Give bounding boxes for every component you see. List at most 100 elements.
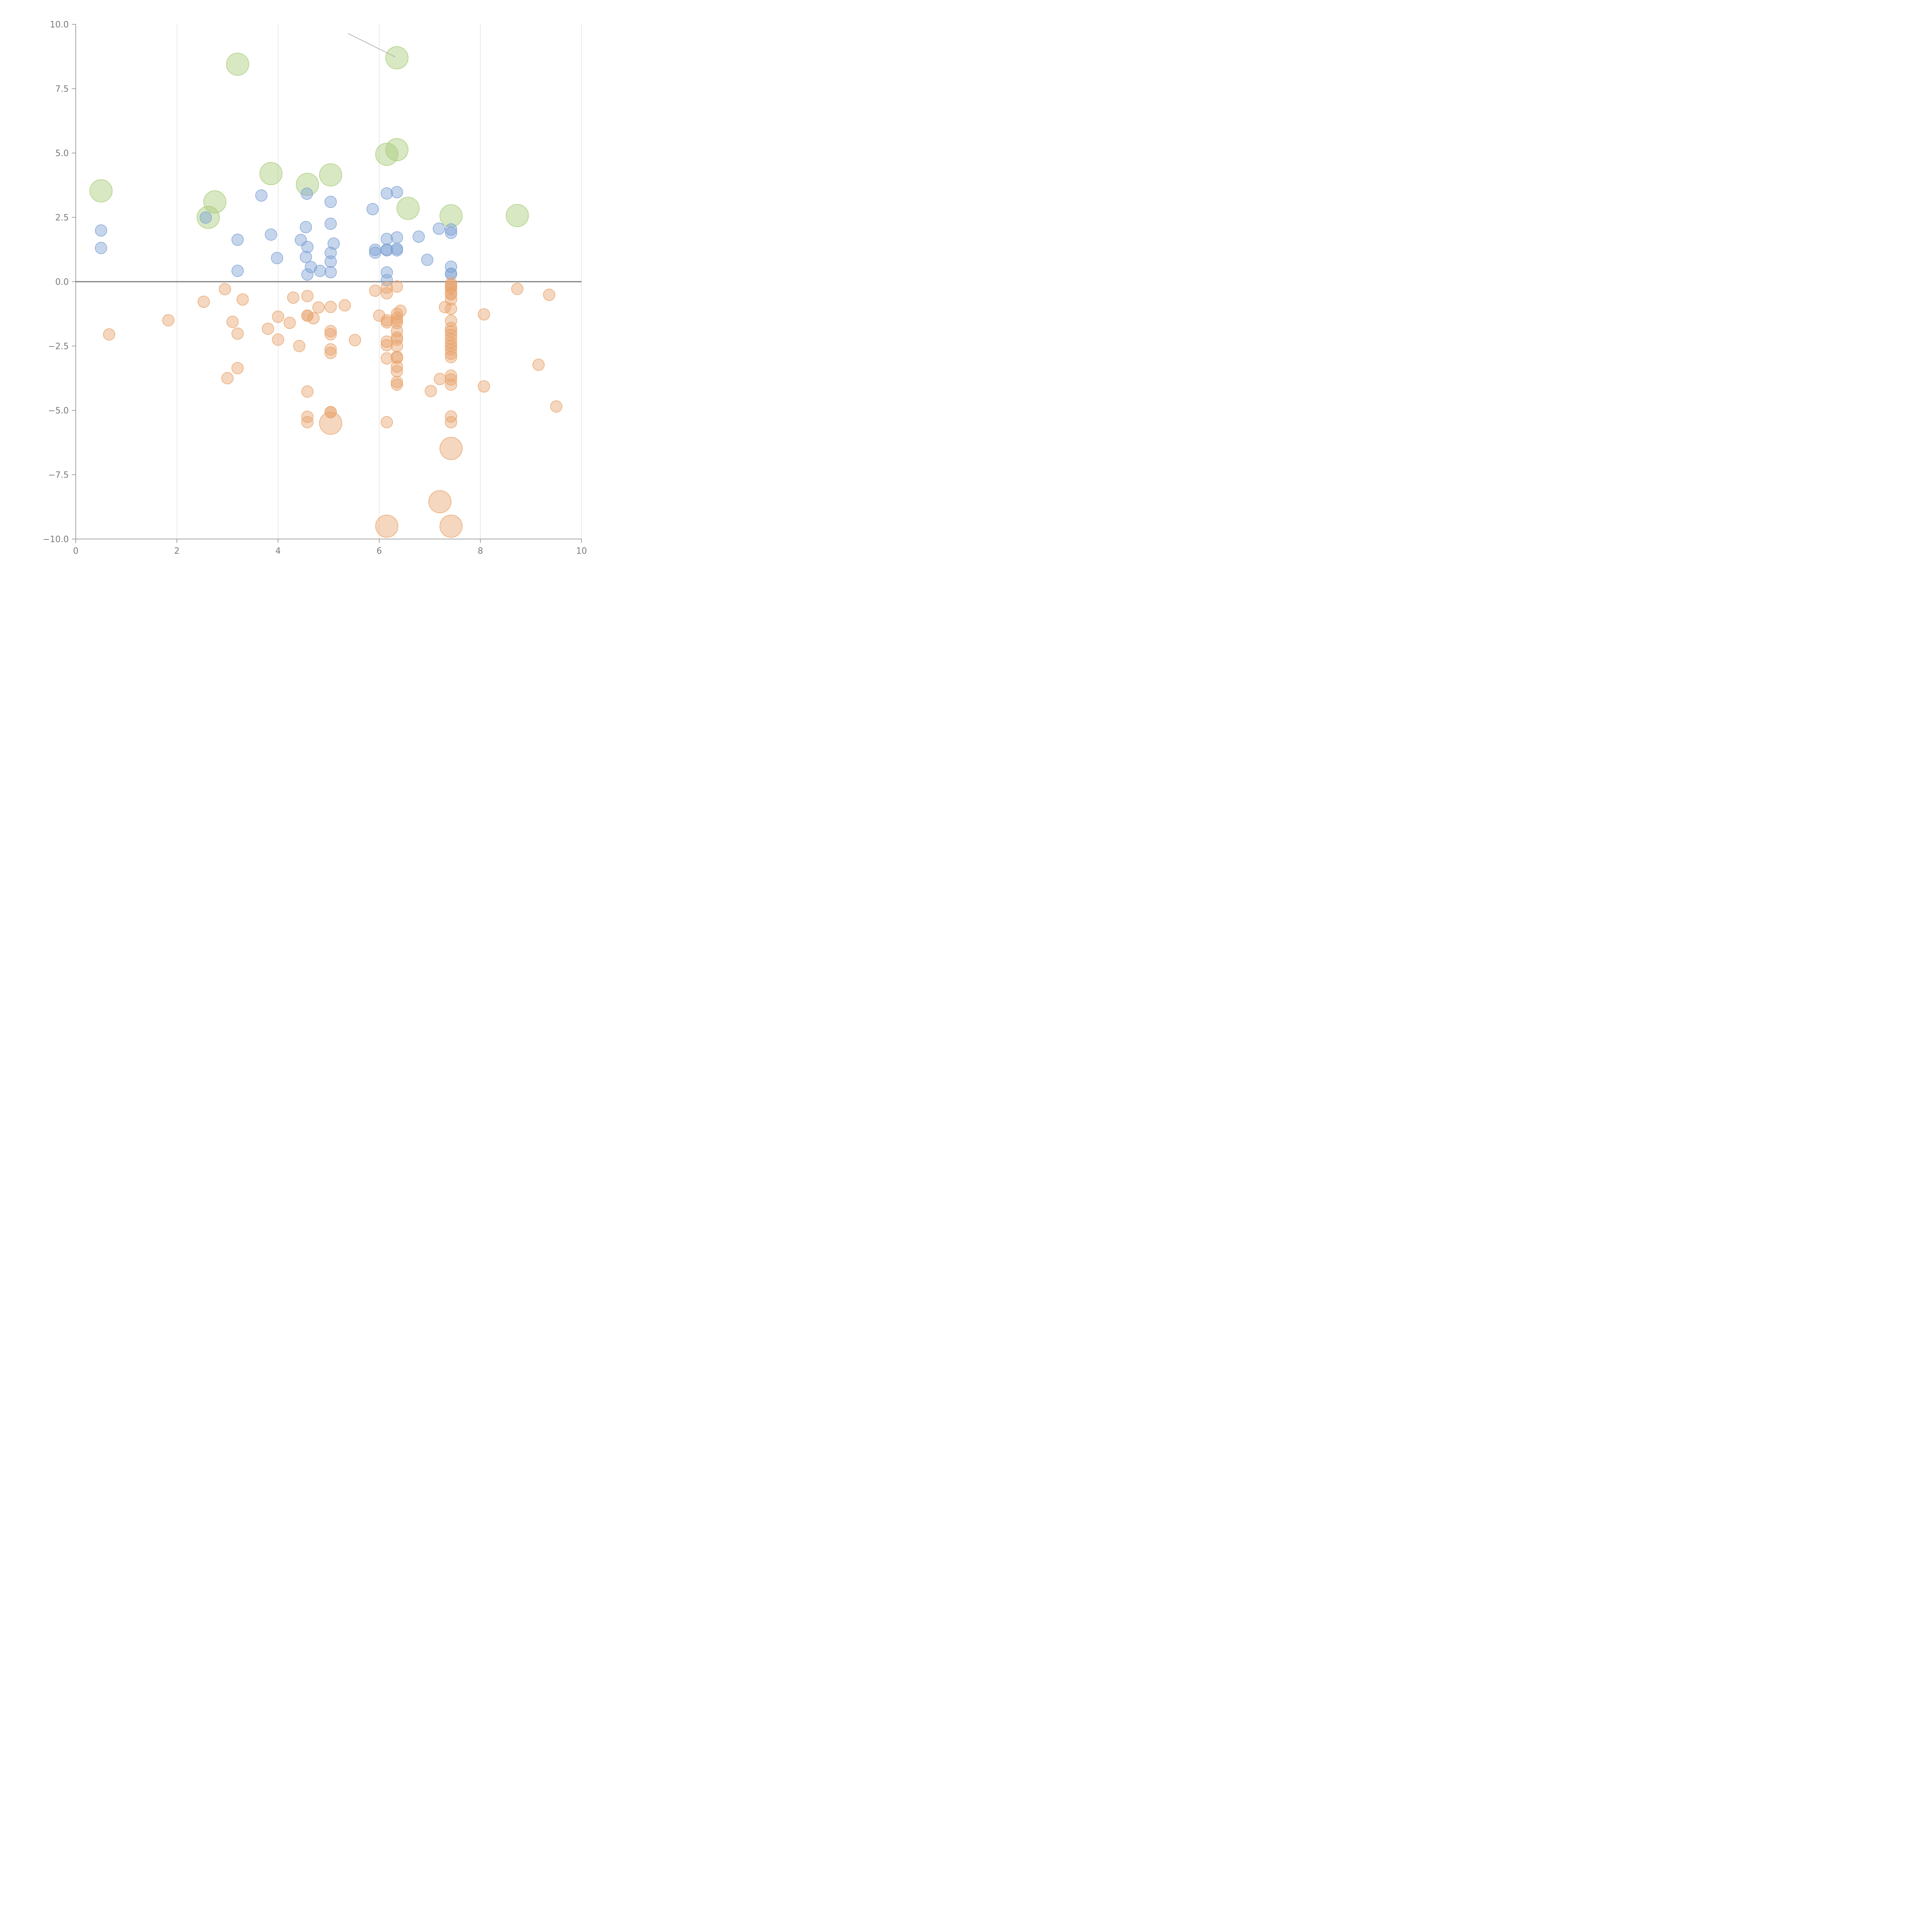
bubble-s1-p11 bbox=[301, 241, 314, 253]
y-tick-label: 7.5 bbox=[55, 85, 69, 94]
bubble-s0-p10 bbox=[396, 197, 420, 220]
bubble-s3-p4 bbox=[439, 514, 463, 538]
bubble-s1-p8 bbox=[294, 234, 307, 246]
data-points bbox=[89, 46, 563, 538]
bubble-s2-p41 bbox=[381, 416, 393, 429]
bubble-s2-p26 bbox=[324, 343, 337, 355]
bubble-s2-p80 bbox=[445, 373, 457, 386]
x-tick-label: 8 bbox=[478, 546, 483, 556]
bubble-s2-p17 bbox=[301, 310, 314, 322]
bubble-s1-p7 bbox=[271, 252, 283, 264]
bubble-s1-p32 bbox=[391, 231, 403, 244]
annotation-leader-line-0 bbox=[347, 33, 396, 58]
bubble-s2-p14 bbox=[293, 340, 306, 352]
bubble-s2-p54 bbox=[391, 365, 403, 378]
bubble-s2-p3 bbox=[219, 283, 231, 296]
bubble-s2-p1 bbox=[162, 314, 175, 327]
x-tick-label: 2 bbox=[174, 546, 180, 556]
bubble-s2-p18 bbox=[307, 312, 320, 325]
bubble-s1-p35 bbox=[412, 230, 425, 243]
bubble-s2-p20 bbox=[301, 385, 314, 398]
bubble-s2-p88 bbox=[543, 289, 555, 301]
bubble-s1-p28 bbox=[381, 244, 393, 257]
bubble-s2-p6 bbox=[236, 293, 249, 306]
bubble-s1-p22 bbox=[366, 203, 379, 215]
bubble-s2-p77 bbox=[445, 347, 457, 360]
bubble-s1-p37 bbox=[433, 223, 445, 235]
bubble-s2-p86 bbox=[511, 282, 524, 295]
bubble-s2-p74 bbox=[445, 337, 457, 349]
bubble-s1-p2 bbox=[199, 211, 212, 224]
bubble-s1-p26 bbox=[381, 233, 393, 245]
bubble-s2-p44 bbox=[391, 311, 403, 324]
bubble-s0-p1 bbox=[226, 53, 249, 76]
bubble-s2-p7 bbox=[231, 362, 244, 374]
bubble-s1-p5 bbox=[255, 189, 268, 202]
bubble-chart: 10.0 7.5 5.0 2.5 0.0 −2.5 −5.0 −7.5 −10.0 0 2 4 6 8 10 bbox=[43, 20, 587, 556]
bubble-s2-p78 bbox=[445, 351, 457, 363]
bubble-s0-p0 bbox=[89, 179, 113, 202]
bubble-s2-p55 bbox=[391, 376, 403, 388]
x-tick-label: 4 bbox=[276, 546, 281, 556]
bubble-s1-p36 bbox=[421, 253, 434, 266]
bubble-s1-p39 bbox=[445, 226, 457, 239]
bubble-s2-p87 bbox=[532, 359, 545, 371]
bubble-s2-p9 bbox=[262, 323, 274, 335]
x-tick-label: 6 bbox=[376, 546, 382, 556]
bubble-s2-p83 bbox=[445, 416, 457, 429]
bubble-s0-p7 bbox=[385, 46, 408, 70]
bubble-s0-p6 bbox=[319, 163, 342, 187]
bubble-s2-p40 bbox=[381, 352, 393, 365]
bubble-s1-p10 bbox=[301, 187, 313, 200]
bubble-s2-p0 bbox=[103, 328, 116, 341]
y-tick-label: −10.0 bbox=[43, 535, 69, 544]
bubble-s2-p85 bbox=[478, 380, 490, 393]
bubble-s2-p81 bbox=[445, 378, 457, 391]
bubble-s2-p70 bbox=[445, 322, 457, 334]
bubble-s2-p2 bbox=[197, 296, 210, 308]
bubble-s1-p3 bbox=[231, 233, 244, 246]
y-tick-label: 0.0 bbox=[55, 277, 69, 287]
bubble-s2-p66 bbox=[445, 288, 457, 301]
bubble-s2-p35 bbox=[381, 287, 393, 299]
bubble-s2-p32 bbox=[369, 284, 381, 297]
bubble-s0-p12 bbox=[506, 204, 529, 227]
bubble-s2-p15 bbox=[301, 290, 314, 303]
bubble-s2-p5 bbox=[231, 327, 244, 340]
bubble-s2-p50 bbox=[391, 340, 403, 352]
bubble-s2-p37 bbox=[381, 316, 393, 328]
bubble-s2-p58 bbox=[425, 385, 437, 397]
bubble-s2-p79 bbox=[445, 369, 457, 382]
bubble-s1-p18 bbox=[327, 237, 340, 250]
bubble-s1-p15 bbox=[314, 265, 326, 277]
bubble-s1-p25 bbox=[381, 187, 393, 200]
bubble-s1-p13 bbox=[304, 261, 317, 273]
y-tick-label: −5.0 bbox=[48, 406, 69, 416]
bubble-s2-p39 bbox=[381, 339, 393, 352]
bubble-s0-p4 bbox=[259, 162, 283, 185]
bubble-s2-p53 bbox=[391, 361, 403, 373]
bubble-s2-p30 bbox=[338, 299, 351, 312]
bubble-s2-p19 bbox=[312, 301, 325, 314]
bubble-s1-p24 bbox=[369, 246, 381, 259]
bubble-s2-p25 bbox=[324, 328, 337, 340]
bubble-s2-p24 bbox=[324, 325, 337, 337]
bubble-s3-p2 bbox=[428, 490, 452, 514]
bubble-s3-p0 bbox=[319, 412, 342, 435]
bubble-s2-p12 bbox=[283, 316, 296, 329]
bubble-s2-p23 bbox=[324, 301, 337, 313]
bubble-s1-p9 bbox=[299, 221, 312, 233]
bubble-s3-p1 bbox=[439, 437, 463, 460]
x-tick-label: 10 bbox=[576, 546, 587, 556]
bubble-s2-p11 bbox=[272, 333, 284, 346]
bubble-s1-p38 bbox=[445, 223, 457, 236]
bubble-s1-p4 bbox=[231, 265, 244, 277]
y-tick-label: −7.5 bbox=[48, 471, 69, 480]
bubble-s1-p12 bbox=[299, 251, 312, 263]
bubble-s2-p89 bbox=[550, 400, 563, 413]
bubble-s2-p73 bbox=[445, 333, 457, 345]
bubble-s1-p16 bbox=[324, 196, 337, 208]
bubble-s1-p14 bbox=[301, 268, 314, 281]
bubble-s2-p8 bbox=[221, 372, 234, 384]
bubble-s2-p4 bbox=[226, 316, 239, 328]
